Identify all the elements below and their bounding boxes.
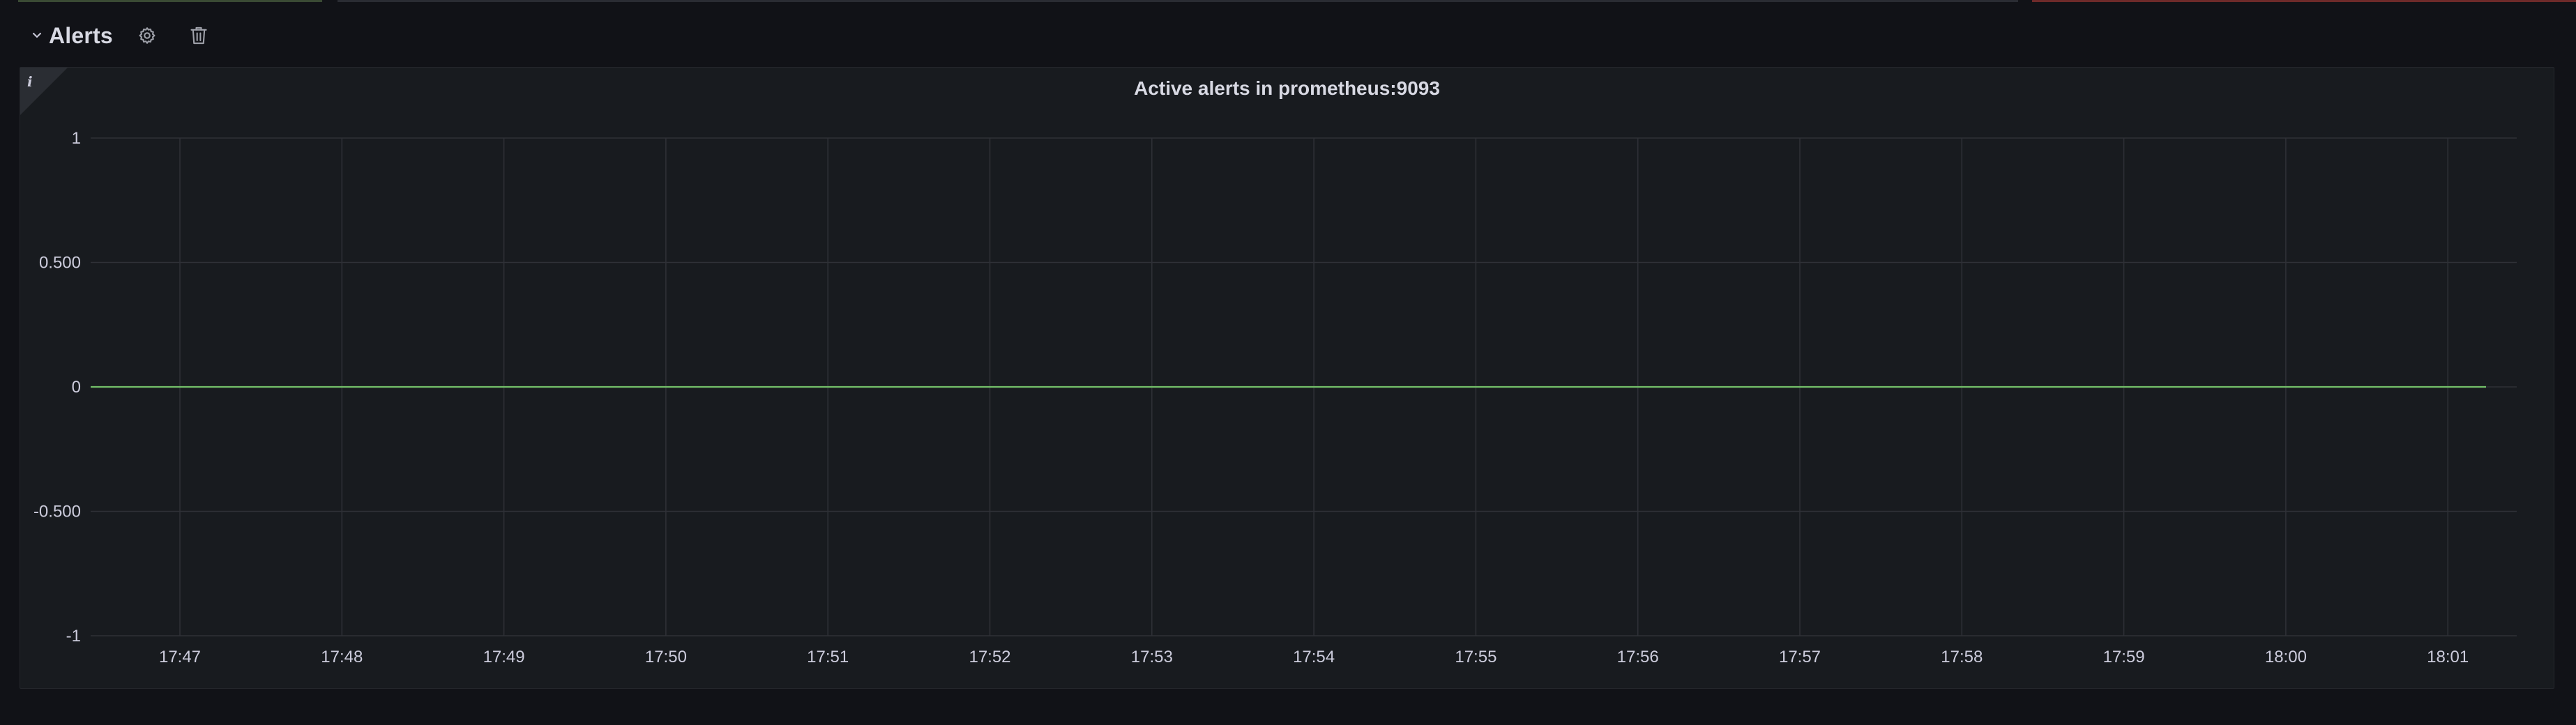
row-delete-button[interactable] bbox=[185, 22, 212, 49]
gear-icon bbox=[139, 27, 156, 44]
row-collapse-toggle[interactable]: Alerts bbox=[28, 23, 113, 49]
graph-panel: i Active alerts in prometheus:9093 1 0.50… bbox=[20, 67, 2554, 689]
x-tick-label: 17:59 bbox=[2103, 648, 2145, 666]
y-tick-label: 0.500 bbox=[39, 254, 81, 273]
x-tick-label: 17:53 bbox=[1131, 648, 1173, 666]
x-tick-label: 17:49 bbox=[483, 648, 525, 666]
x-tick-label: 17:51 bbox=[807, 648, 849, 666]
x-tick-label: 17:54 bbox=[1293, 648, 1335, 666]
x-tick-label: 17:58 bbox=[1941, 648, 1983, 666]
x-tick-label: 18:00 bbox=[2265, 648, 2307, 666]
panel-edge-above bbox=[18, 0, 322, 2]
x-tick-label: 17:55 bbox=[1455, 648, 1497, 666]
panel-edge-above bbox=[2032, 0, 2576, 2]
trash-icon bbox=[190, 26, 207, 45]
panel-info-corner[interactable] bbox=[20, 68, 68, 115]
y-tick-label: -1 bbox=[66, 627, 81, 646]
y-tick-label: 1 bbox=[72, 129, 81, 148]
x-tick-label: 17:50 bbox=[645, 648, 687, 666]
x-tick-label: 17:47 bbox=[159, 648, 201, 666]
row-header: Alerts bbox=[28, 17, 212, 54]
x-tick-label: 17:57 bbox=[1779, 648, 1821, 666]
x-tick-label: 17:48 bbox=[321, 648, 363, 666]
time-series-chart[interactable]: 1 0.500 0 -0.500 -1 17:47 17:48 17:49 17:50 17:5… bbox=[20, 68, 2555, 689]
x-tick-label: 17:56 bbox=[1617, 648, 1659, 666]
panel-title[interactable]: Active alerts in prometheus:9093 bbox=[1134, 77, 1440, 99]
y-axis-labels: 1 0.500 0 -0.500 -1 bbox=[33, 129, 81, 646]
x-axis-labels: 17:47 17:48 17:49 17:50 17:51 17:52 17:53 17:54… bbox=[159, 648, 2469, 666]
chevron-down-icon bbox=[28, 26, 46, 45]
x-tick-label: 17:52 bbox=[969, 648, 1010, 666]
y-tick-label: 0 bbox=[72, 378, 81, 397]
info-icon[interactable]: i bbox=[27, 73, 33, 90]
panel-edge-above bbox=[338, 0, 2018, 2]
row-title: Alerts bbox=[49, 22, 113, 48]
row-settings-button[interactable] bbox=[134, 22, 160, 49]
x-tick-label: 18:01 bbox=[2427, 648, 2469, 666]
y-tick-label: -0.500 bbox=[33, 503, 81, 521]
